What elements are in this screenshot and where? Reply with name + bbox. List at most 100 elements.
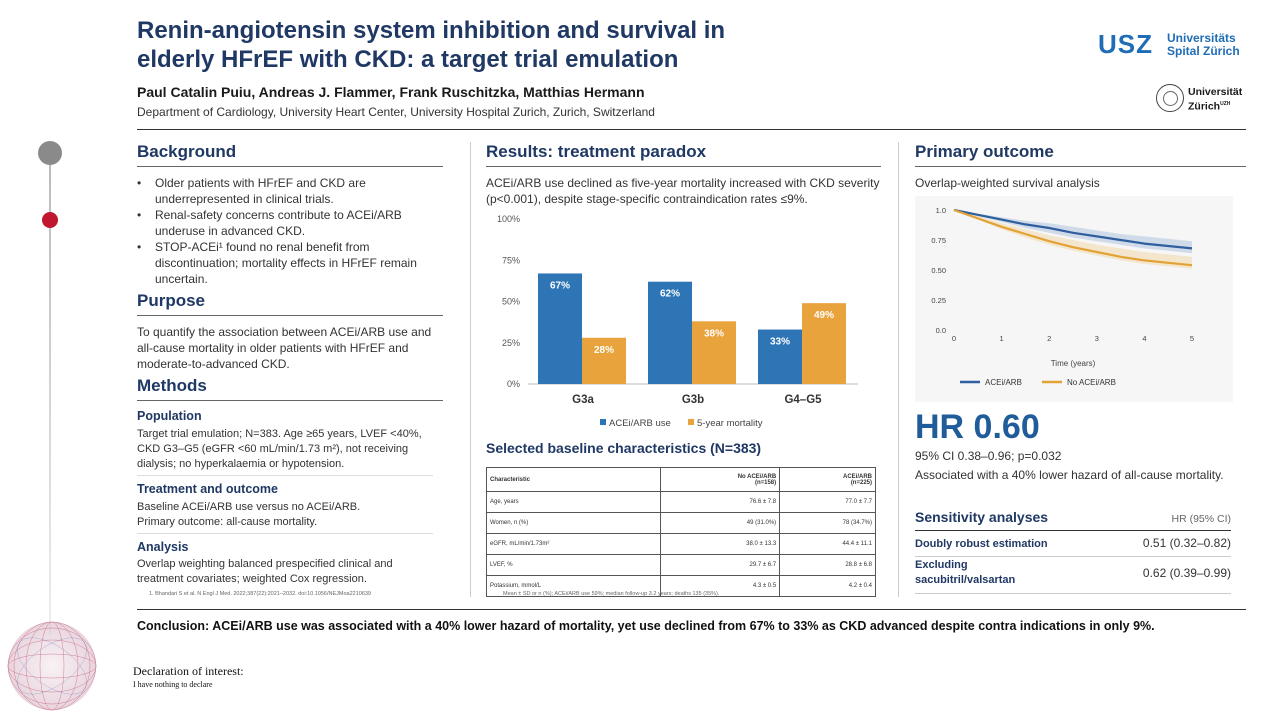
- survival-chart: 0.0 0.25 0.50 0.75 1.0 0 1 2 3 4 5 Time (years) ACEi…: [915, 196, 1233, 402]
- bar-y-tick-label: 25%: [502, 338, 520, 348]
- sensitivity-row-rule: [915, 556, 1231, 557]
- sensitivity-row: Excluding sacubitril/valsartan 0.62 (0.3…: [915, 558, 1231, 590]
- usz-logo: USZ: [1098, 30, 1153, 58]
- bar-value-label: 49%: [814, 310, 834, 321]
- sensitivity-row: Doubly robust estimation 0.51 (0.32–0.82…: [915, 536, 1231, 550]
- table-cell: eGFR, mL/min/1.73m²: [486, 533, 661, 555]
- table-note: Mean ± SD or n (%); ACEi/ARB use 59%; me…: [503, 591, 720, 597]
- treatment-line-1: Baseline ACEi/ARB use versus no ACEi/ARB…: [137, 501, 361, 513]
- background-bullet: Renal-safety concerns contribute to ACEi…: [137, 207, 437, 239]
- bar-value-label: 33%: [770, 337, 790, 348]
- footnote: 1. Bhandari S et al. N Engl J Med. 2022;…: [149, 591, 371, 597]
- bar-value-label: 38%: [704, 328, 724, 339]
- table-cell: 4.3 ± 0.5: [659, 575, 781, 597]
- sensitivity-label: Excluding sacubitril/valsartan: [915, 559, 1016, 586]
- bar-mortality: [582, 337, 626, 384]
- results-rule: [486, 166, 881, 167]
- affiliation: Department of Cardiology, University Hea…: [137, 105, 655, 119]
- purpose-heading: Purpose: [137, 291, 206, 310]
- baseline-table: Characteristic No ACEi/ARB (n=158) ACEi/A…: [486, 467, 876, 597]
- table-cell: 28.8 ± 6.8: [779, 554, 876, 576]
- population-text: Target trial emulation; N=383. Age ≥65 y…: [137, 428, 422, 470]
- bar-legend-swatch: [600, 419, 606, 425]
- uzh-seal-icon: [1156, 84, 1184, 112]
- sensitivity-rule: [915, 530, 1231, 531]
- table-cell: LVEF, %: [486, 554, 661, 576]
- table-cell: 76.6 ± 7.8: [659, 491, 781, 513]
- bar-category-label: G4–G5: [784, 394, 822, 406]
- methods-heading: Methods: [137, 376, 207, 395]
- km-series-line: [953, 208, 1193, 250]
- km-legend-label: No ACEi/ARB: [1067, 378, 1116, 387]
- table-cell: Age, years: [486, 491, 661, 513]
- table-row: LVEF, % 29.7 ± 6.7 28.8 ± 6.8: [486, 554, 876, 576]
- km-y-tick-label: 0.25: [931, 296, 946, 305]
- analysis-text: Overlap weighting balanced prespecified …: [137, 558, 393, 585]
- survival-chart-bg: [915, 196, 1233, 402]
- table-header-row: Characteristic No ACEi/ARB (n=158) ACEi/A…: [486, 467, 876, 492]
- primary-rule: [915, 166, 1246, 167]
- population-rule: [137, 475, 433, 476]
- sensitivity-value: 0.62 (0.39–0.99): [1142, 566, 1231, 580]
- table-cell: 38.0 ± 13.3: [659, 533, 781, 555]
- title-line-1: Renin-angiotensin system inhibition and …: [137, 17, 726, 44]
- km-x-tick-label: 0: [952, 334, 956, 343]
- treatment-line-2: Primary outcome: all-cause mortality.: [137, 516, 318, 528]
- table-heading: Selected baseline characteristics (N=383…: [486, 440, 762, 456]
- km-x-tick-label: 3: [1095, 334, 1099, 343]
- results-text: ACEi/ARB use declined as five-year morta…: [486, 176, 880, 206]
- km-ci-band: [954, 210, 1192, 269]
- results-heading: Results: treatment paradox: [486, 142, 707, 161]
- authors: Paul Catalin Puiu, Andreas J. Flammer, F…: [137, 84, 645, 100]
- table-cell: Women, n (%): [486, 512, 661, 534]
- purpose-rule: [137, 315, 443, 316]
- background-heading: Background: [137, 142, 237, 161]
- bar-chart: 0% 25% 50% 75% 100% 67% 28% G3a 62% 38% G3b 33% 49% G…: [497, 214, 858, 429]
- header-text: No ACEi/ARB: [737, 473, 777, 480]
- km-x-axis-label: Time (years): [1051, 359, 1096, 368]
- treatment-heading: Treatment and outcome: [137, 482, 278, 496]
- population-heading: Population: [137, 409, 202, 423]
- km-y-tick-label: 1.0: [936, 206, 946, 215]
- bar-y-tick-label: 75%: [502, 255, 520, 265]
- table-row: Women, n (%) 49 (31.0%) 78 (34.7%): [486, 512, 876, 534]
- conclusion-rule: [137, 609, 1246, 610]
- table-cell: 78 (34.7%): [779, 512, 876, 534]
- hr-ci: 95% CI 0.38–0.96; p=0.032: [915, 449, 1062, 463]
- km-y-tick-label: 0.0: [936, 326, 946, 335]
- km-x-tick-label: 5: [1190, 334, 1194, 343]
- usz-logo-line-2: Spital Zürich: [1167, 44, 1240, 58]
- treatment-rule: [137, 533, 433, 534]
- bar-acei-use: [648, 281, 692, 384]
- uzh-logo-text: Universität ZürichUZH: [1188, 86, 1242, 113]
- header-rule: [137, 129, 1246, 130]
- column-divider-left: [470, 142, 471, 597]
- bar-y-tick-label: 100%: [497, 214, 520, 224]
- km-x-tick-label: 2: [1047, 334, 1051, 343]
- background-rule: [137, 166, 443, 167]
- table-cell: 44.4 ± 11.1: [779, 533, 876, 555]
- primary-heading: Primary outcome: [915, 142, 1054, 161]
- header-text: ACEi/ARB: [842, 473, 872, 480]
- table-cell: 77.0 ± 7.7: [779, 491, 876, 513]
- bar-value-label: 67%: [550, 280, 570, 291]
- uzh-logo-line-2: Zürich: [1188, 100, 1221, 113]
- km-x-tick-label: 1: [1000, 334, 1004, 343]
- bar-category-label: G3b: [682, 394, 704, 406]
- bar-category-label: G3a: [572, 394, 594, 406]
- table-cell: 49 (31.0%): [659, 512, 781, 534]
- bar-acei-use: [538, 273, 582, 384]
- header-text: (n=158): [754, 479, 777, 486]
- km-series-line: [953, 208, 1193, 267]
- usz-logo-mark: USZ: [1098, 29, 1153, 59]
- bar-y-tick-label: 50%: [502, 297, 520, 307]
- header-text: Characteristic: [490, 476, 531, 483]
- sensitivity-bottom-rule: [915, 593, 1231, 594]
- table-header-cell: Characteristic: [486, 467, 661, 492]
- bar-mortality: [692, 321, 736, 384]
- background-bullet: Older patients with HFrEF and CKD are un…: [137, 175, 437, 207]
- timeline-line: [49, 165, 51, 635]
- hr-association: Associated with a 40% lower hazard of al…: [915, 468, 1224, 482]
- bar-legend-swatch: [688, 419, 694, 425]
- header-text: (n=225): [850, 479, 872, 486]
